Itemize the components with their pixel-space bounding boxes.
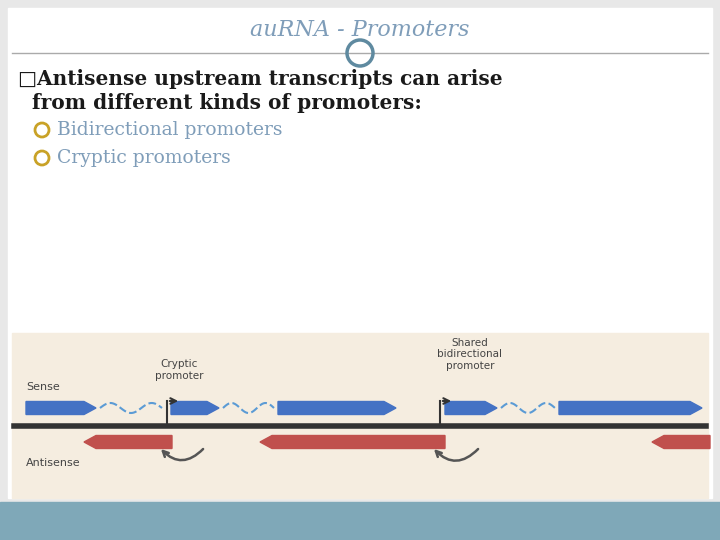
Text: from different kinds of promoters:: from different kinds of promoters:	[18, 93, 422, 113]
Text: auRNA - Promoters: auRNA - Promoters	[251, 19, 469, 41]
FancyArrow shape	[652, 435, 710, 449]
FancyArrow shape	[84, 435, 172, 449]
FancyArrow shape	[445, 402, 497, 415]
Bar	[0, 502, 720, 540]
Text: Cryptic
promoter: Cryptic promoter	[155, 360, 203, 381]
FancyArrow shape	[559, 402, 702, 415]
Text: □Antisense upstream transcripts can arise: □Antisense upstream transcripts can aris…	[18, 69, 503, 89]
FancyArrow shape	[278, 402, 396, 415]
FancyArrow shape	[26, 402, 96, 415]
Bar	[12, 333, 708, 498]
Text: Antisense: Antisense	[26, 458, 81, 468]
FancyArrow shape	[171, 402, 219, 415]
Text: Shared
bidirectional
promoter: Shared bidirectional promoter	[438, 338, 503, 371]
Text: Bidirectional promoters: Bidirectional promoters	[57, 121, 282, 139]
Text: Cryptic promoters: Cryptic promoters	[57, 149, 230, 167]
Text: Sense: Sense	[26, 382, 60, 392]
FancyArrow shape	[260, 435, 445, 449]
